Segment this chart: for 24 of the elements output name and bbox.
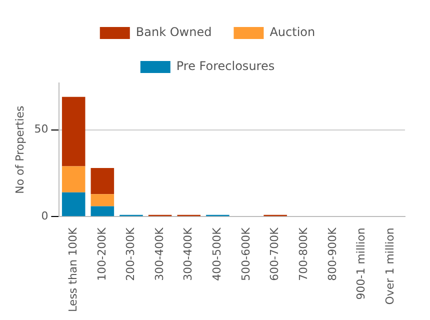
legend-label: Bank Owned xyxy=(136,25,212,40)
x-tick-label: 700-800K xyxy=(297,226,310,281)
x-tick-label: 600-700K xyxy=(268,226,282,281)
x-tick-label: 500-600K xyxy=(239,226,252,281)
bar xyxy=(62,96,86,166)
x-tick-label: 400-500K xyxy=(210,226,224,281)
x-tick-label: 100-200K xyxy=(95,226,108,281)
x-tick-label: Less than 100K xyxy=(66,226,80,312)
x-tick-label: 800-900K xyxy=(326,226,339,281)
legend-label: Pre Foreclosures xyxy=(176,59,275,74)
legend-label: Auction xyxy=(270,25,316,40)
y-tick-label: 0 xyxy=(41,209,48,222)
x-tick-label: 300-400K xyxy=(152,226,166,281)
x-tick-label: 200-300K xyxy=(124,226,138,281)
x-tick-label: 300-400K xyxy=(182,226,195,281)
y-tick-label: 50 xyxy=(34,122,48,136)
y-axis-title: No of Properties xyxy=(13,105,26,194)
x-tick-label: 900-1 million xyxy=(354,228,368,300)
bar xyxy=(90,194,114,206)
bar xyxy=(62,192,86,216)
bar xyxy=(90,168,114,194)
bar xyxy=(90,206,114,216)
bar xyxy=(62,166,86,192)
x-tick-label: Over 1 million xyxy=(383,228,396,305)
